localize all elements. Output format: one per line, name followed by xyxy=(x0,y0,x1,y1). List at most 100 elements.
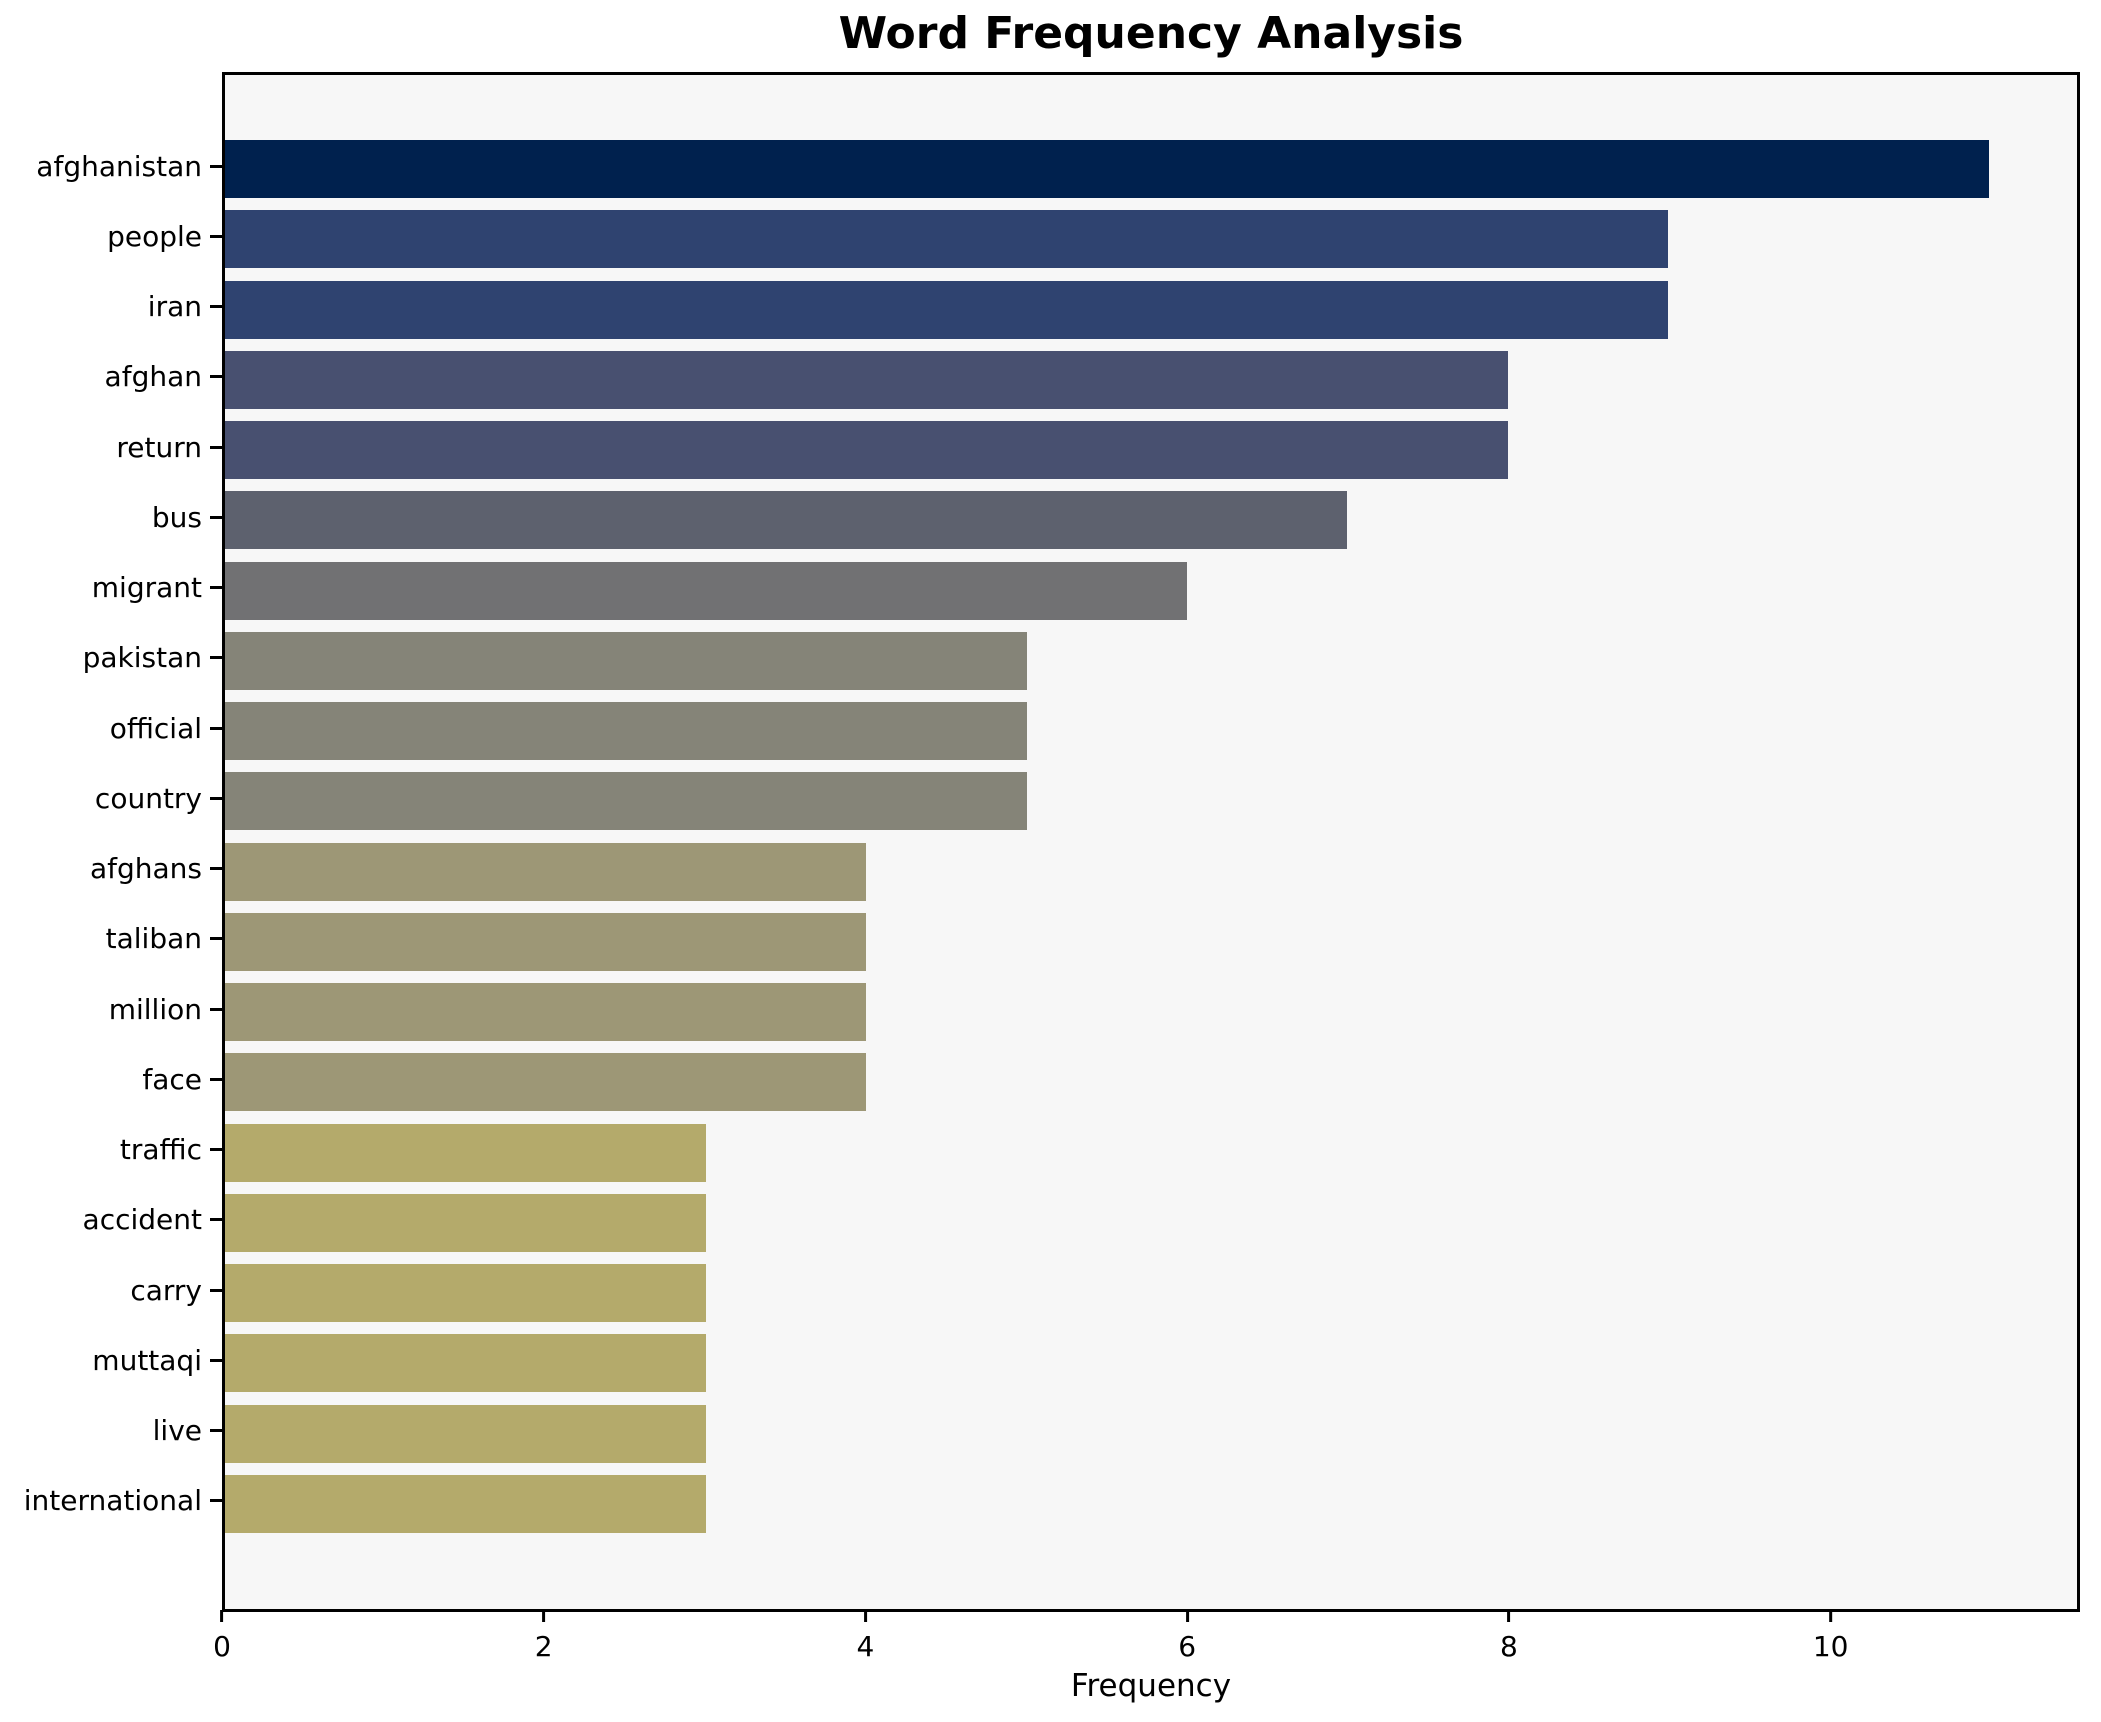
bar-row xyxy=(225,421,2077,479)
y-tick-mark xyxy=(210,937,222,941)
y-tick-label: afghans xyxy=(89,852,202,885)
bar-row xyxy=(225,491,2077,550)
x-tick-label: 0 xyxy=(213,1630,231,1663)
bar-row xyxy=(225,1474,2077,1533)
bar-official xyxy=(225,702,1027,760)
x-axis-label: Frequency xyxy=(1070,1668,1232,1704)
y-tick-label: accident xyxy=(82,1203,202,1237)
y-tick-row: international xyxy=(0,1472,222,1530)
y-tick-label: muttaqi xyxy=(92,1343,202,1377)
y-tick-row: return xyxy=(0,418,222,476)
y-tick-row: afghan xyxy=(0,348,222,406)
y-tick-row: afghanistan xyxy=(0,137,222,195)
y-tick-mark xyxy=(210,1007,222,1011)
y-tick-row: accident xyxy=(0,1191,222,1249)
y-tick-row: million xyxy=(0,980,222,1038)
bar-row xyxy=(225,350,2077,409)
bar-row xyxy=(225,1334,2077,1393)
y-tick-mark xyxy=(210,445,222,449)
y-tick-mark xyxy=(210,1358,222,1362)
bar-accident xyxy=(225,1193,706,1252)
y-tick-mark xyxy=(210,305,222,308)
chart-title: Word Frequency Analysis xyxy=(838,8,1464,59)
y-tick-row: carry xyxy=(0,1261,222,1319)
y-tick-mark xyxy=(210,586,222,589)
x-tick: 0 xyxy=(213,1610,231,1663)
x-tick-label: 8 xyxy=(1500,1630,1518,1663)
x-tick-mark xyxy=(1507,1610,1511,1622)
bar-iran xyxy=(225,280,1669,339)
y-tick-label: iran xyxy=(147,290,202,323)
bar-row xyxy=(225,1053,2077,1112)
bar-row xyxy=(225,842,2077,901)
x-tick-mark xyxy=(542,1610,546,1622)
y-tick-mark xyxy=(210,1077,222,1081)
bar-afghan xyxy=(225,350,1508,409)
y-tick-row: official xyxy=(0,699,222,757)
bar-row xyxy=(225,772,2077,831)
bar-row xyxy=(225,140,2077,198)
y-tick-label: face xyxy=(142,1062,202,1096)
y-tick-mark xyxy=(210,515,222,519)
y-tick-mark xyxy=(210,375,222,379)
bar-live xyxy=(225,1404,706,1463)
y-tick-mark xyxy=(210,656,222,660)
bar-people xyxy=(225,210,1669,269)
y-tick-row: bus xyxy=(0,488,222,546)
y-tick-mark xyxy=(210,164,222,168)
y-axis-labels: afghanistan people iran afghan return bus migr… xyxy=(0,137,222,1530)
y-tick-label: bus xyxy=(151,500,202,534)
bar-row xyxy=(225,702,2077,760)
bar-row xyxy=(225,1264,2077,1322)
bar-carry xyxy=(225,1264,706,1322)
bar-row xyxy=(225,561,2077,620)
y-tick-label: official xyxy=(109,711,202,745)
bar-migrant xyxy=(225,561,1188,620)
y-tick-row: muttaqi xyxy=(0,1331,222,1389)
bar-afghans xyxy=(225,842,867,901)
bar-row xyxy=(225,210,2077,269)
y-tick-mark xyxy=(210,867,222,870)
bar-international xyxy=(225,1474,706,1533)
y-tick-mark xyxy=(210,1288,222,1292)
x-axis-ticks: 0 2 4 6 8 10 xyxy=(213,1610,2080,1680)
y-tick-label: afghanistan xyxy=(36,149,202,183)
x-tick: 6 xyxy=(1178,1610,1196,1663)
bar-afghanistan xyxy=(225,140,1989,198)
y-tick-row: traffic xyxy=(0,1121,222,1179)
bar-row xyxy=(225,983,2077,1041)
bar-traffic xyxy=(225,1123,706,1182)
y-tick-mark xyxy=(210,726,222,730)
bar-million xyxy=(225,983,867,1041)
bar-return xyxy=(225,421,1508,479)
y-tick-label: taliban xyxy=(105,922,202,956)
y-tick-mark xyxy=(210,1218,222,1222)
y-tick-label: return xyxy=(116,430,202,464)
bar-face xyxy=(225,1053,867,1112)
x-tick-mark xyxy=(1829,1610,1833,1622)
y-tick-mark xyxy=(210,1499,222,1503)
bar-taliban xyxy=(225,912,867,971)
bar-row xyxy=(225,1193,2077,1252)
bar-pakistan xyxy=(225,631,1027,690)
x-tick: 8 xyxy=(1500,1610,1518,1663)
y-tick-mark xyxy=(210,1148,222,1151)
y-tick-label: migrant xyxy=(91,571,202,604)
y-tick-label: country xyxy=(94,781,202,815)
y-tick-row: face xyxy=(0,1050,222,1108)
x-tick-label: 2 xyxy=(534,1630,553,1663)
x-tick-label: 6 xyxy=(1178,1630,1197,1663)
bar-row xyxy=(225,280,2077,339)
y-tick-row: migrant xyxy=(0,559,222,617)
bar-row xyxy=(225,631,2077,690)
y-tick-label: traffic xyxy=(119,1133,202,1166)
y-tick-mark xyxy=(210,234,222,238)
x-tick-mark xyxy=(863,1610,867,1622)
y-tick-row: people xyxy=(0,207,222,265)
y-tick-label: pakistan xyxy=(82,641,202,675)
y-tick-label: live xyxy=(152,1414,202,1447)
y-tick-label: carry xyxy=(130,1273,202,1307)
bar-bus xyxy=(225,491,1348,550)
x-tick-label: 4 xyxy=(856,1630,875,1663)
